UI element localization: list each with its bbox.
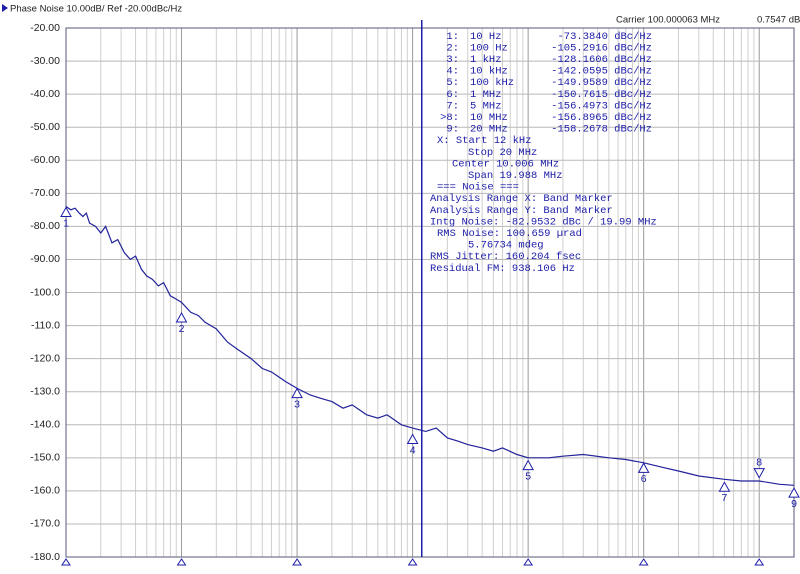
marker-table-value: -158.2678 dBc/Hz	[551, 124, 652, 136]
marker	[175, 311, 188, 323]
y-tick-label: -90.00	[30, 253, 60, 265]
info-line: X: Start 12 kHz	[437, 135, 532, 147]
marker	[60, 206, 72, 218]
y-tick-label: -50.00	[30, 121, 60, 133]
marker	[637, 462, 650, 473]
info-line: RMS Jitter: 160.204 fsec	[430, 251, 581, 263]
x-tick-mark	[407, 558, 418, 566]
y-tick-label: -110.0	[31, 319, 60, 331]
y-tick-label: -130.0	[30, 385, 60, 397]
info-line: === Noise ===	[437, 182, 519, 194]
info-line: RMS Noise: 100.659 µrad	[437, 228, 582, 240]
marker-table-label: 7:	[446, 100, 459, 112]
info-line: Intg Noise: -82.9532 dBc / 19.99 MHz	[430, 216, 657, 228]
marker-table-label: 3:	[446, 54, 459, 66]
y-tick-label: -60.00	[30, 154, 60, 166]
marker-table-value: -73.3840 dBc/Hz	[557, 31, 652, 43]
info-line: Center 10.006 MHz	[452, 158, 559, 170]
marker-table-label: 9:	[446, 124, 459, 136]
marker-table-value: -128.1606 dBc/Hz	[551, 54, 652, 66]
marker-table-freq: 10 Hz	[470, 31, 502, 43]
marker-id: 4	[410, 444, 416, 456]
marker-table-label: 5:	[446, 77, 459, 89]
marker-table-value: -142.0595 dBc/Hz	[551, 66, 652, 78]
x-tick-mark	[754, 558, 765, 566]
y-tick-label: -140.0	[30, 419, 60, 431]
y-tick-label: -30.00	[30, 55, 60, 67]
carrier-label: Carrier 100.000063 MHz	[616, 15, 720, 26]
y-tick-label: -70.00	[30, 187, 60, 199]
marker-table-freq: 10 MHz	[470, 112, 508, 124]
marker-table-label: >8:	[440, 112, 459, 124]
info-line: 5.76734 mdeg	[468, 240, 544, 252]
marker-table-value: -156.8965 dBc/Hz	[551, 112, 652, 124]
y-tick-label: -120.0	[30, 352, 60, 364]
marker-id: 5	[525, 470, 531, 482]
marker	[522, 459, 534, 471]
x-tick-mark	[523, 558, 534, 566]
info-line: Residual FM: 938.106 Hz	[430, 263, 575, 275]
y-tick-label: -20.00	[30, 22, 60, 34]
marker-table-freq: 100 kHz	[470, 77, 514, 89]
marker	[718, 481, 731, 492]
marker	[406, 433, 419, 445]
marker-id: 8	[756, 456, 762, 468]
info-line: Analysis Range Y: Band Marker	[430, 205, 613, 217]
marker-table-value: -156.4973 dBc/Hz	[551, 100, 652, 112]
marker-table-value: -105.2916 dBc/Hz	[551, 42, 652, 54]
marker-id: 2	[179, 323, 185, 335]
header-icon	[2, 4, 8, 12]
marker-id: 9	[791, 498, 797, 510]
marker-table-freq: 1 kHz	[470, 54, 502, 66]
x-tick-mark	[176, 558, 187, 566]
trace	[65, 206, 795, 486]
marker-id: 3	[294, 398, 300, 410]
marker-table-value: -150.7615 dBc/Hz	[551, 89, 652, 101]
y-tick-label: -150.0	[30, 452, 60, 464]
y-tick-label: -160.0	[30, 485, 60, 497]
x-tick-mark	[292, 558, 303, 566]
y-tick-label: -170.0	[30, 518, 60, 530]
y-tick-label: -80.00	[30, 220, 60, 232]
marker-table-label: 6:	[446, 89, 459, 101]
marker-table-label: 1:	[446, 31, 459, 43]
marker-table-freq: 5 MHz	[470, 100, 502, 112]
marker-table-label: 4:	[446, 66, 459, 78]
info-line: Stop 20 MHz	[468, 147, 537, 159]
marker-table-freq: 100 Hz	[470, 42, 508, 54]
x-tick-mark	[638, 558, 649, 566]
marker-id: 1	[63, 217, 69, 229]
marker-id: 6	[641, 473, 647, 485]
marker-table-freq: 1 MHz	[470, 89, 502, 101]
marker-table-freq: 10 kHz	[470, 66, 508, 78]
chart-title: Phase Noise 10.00dB/ Ref -20.00dBc/Hz	[10, 4, 182, 15]
info-line: Analysis Range X: Band Marker	[430, 193, 613, 205]
marker	[753, 468, 766, 479]
info-line: Span 19.988 MHz	[468, 170, 563, 182]
y-tick-label: -40.00	[30, 88, 60, 100]
marker	[788, 487, 800, 498]
power-label: 0.7547 dBm	[757, 15, 800, 26]
marker-id: 7	[722, 492, 728, 504]
y-tick-label: -180.0	[30, 551, 60, 563]
plot-frame	[65, 27, 795, 558]
marker-table-value: -149.9589 dBc/Hz	[551, 77, 652, 89]
x-tick-mark	[61, 558, 71, 566]
y-tick-label: -100.0	[30, 286, 60, 298]
marker	[291, 387, 303, 399]
marker-table-freq: 20 MHz	[470, 124, 508, 136]
marker-table-label: 2:	[446, 42, 459, 54]
